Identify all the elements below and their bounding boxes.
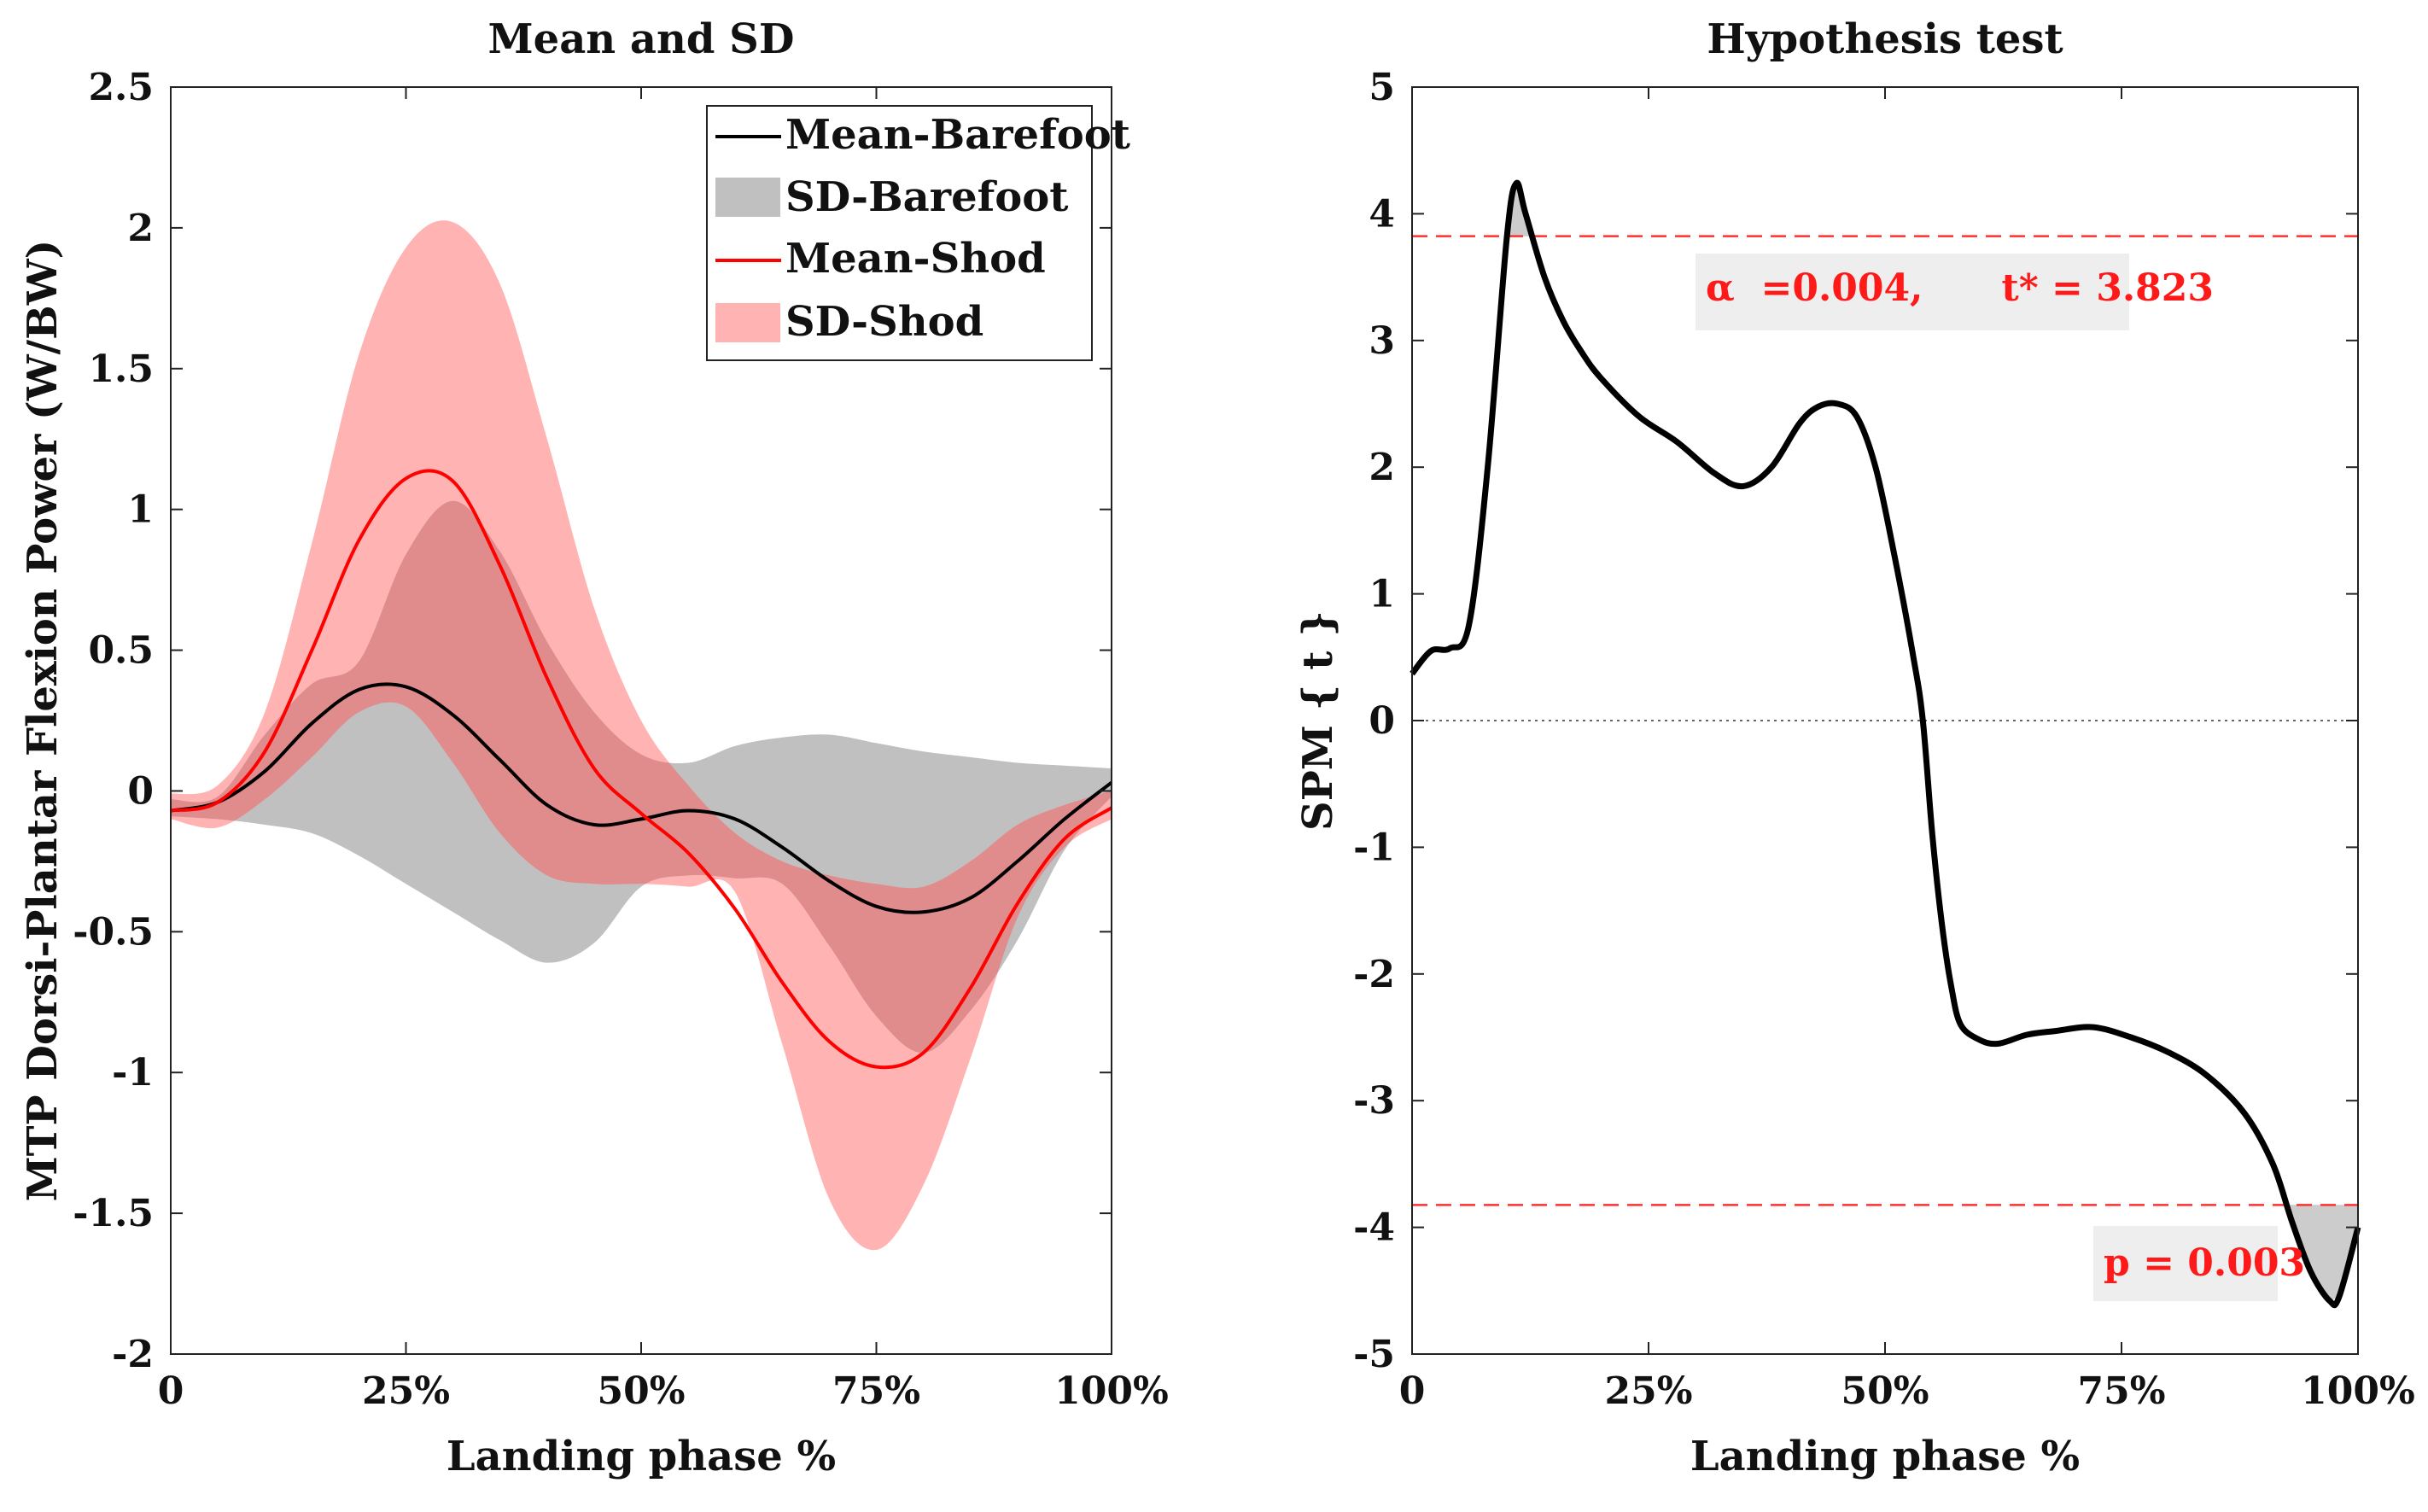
x-tick-label: 0 <box>158 1369 184 1413</box>
y-tick-label: -1.5 <box>73 1192 154 1235</box>
right-y-axis-label: SPM { t } <box>1294 610 1342 831</box>
mean-sd-panel: Mean and SD 2.5 2 1.5 1 0.5 0 -0.5 -1 -1.5 -2 0 25… <box>19 15 1169 1480</box>
left-x-axis: 0 25% 50% 75% 100% <box>158 87 1169 1413</box>
left-title: Mean and SD <box>488 15 795 63</box>
y-tick-label: 1.5 <box>88 347 154 391</box>
y-tick-label: -0.5 <box>73 910 154 954</box>
y-tick-label: 1 <box>1369 573 1395 616</box>
x-tick-label: 100% <box>2301 1369 2415 1413</box>
x-tick-label: 0 <box>1399 1369 1426 1413</box>
y-tick-label: -3 <box>1353 1079 1395 1123</box>
alpha-annotation-text: α =0.004, t* = 3.823 <box>1706 266 2214 310</box>
y-tick-label: 2 <box>1369 446 1395 489</box>
legend: Mean-Barefoot SD-Barefoot Mean-Shod SD-S… <box>706 105 1130 361</box>
y-tick-label: 3 <box>1369 319 1395 363</box>
y-tick-label: 2.5 <box>88 66 154 109</box>
y-tick-label: 5 <box>1369 66 1395 109</box>
y-tick-label: -5 <box>1353 1333 1395 1376</box>
y-tick-label: 2 <box>127 207 154 250</box>
y-tick-label: 1 <box>127 488 154 532</box>
x-tick-label: 100% <box>1054 1369 1169 1413</box>
suprathreshold-cluster-lower <box>2286 1205 2358 1301</box>
y-tick-label: -1 <box>112 1051 154 1095</box>
legend-label-mean-barefoot: Mean-Barefoot <box>785 111 1130 159</box>
p-value-text: p = 0.003 <box>2104 1241 2305 1285</box>
right-title: Hypothesis test <box>1707 15 2063 63</box>
alpha-annotation: α =0.004, t* = 3.823 <box>1696 254 2214 330</box>
y-tick-label: 0.5 <box>88 629 154 673</box>
x-tick-label: 75% <box>832 1369 920 1413</box>
x-tick-label: 50% <box>1841 1369 1929 1413</box>
y-tick-label: 4 <box>1369 192 1395 236</box>
y-tick-label: -4 <box>1353 1206 1395 1250</box>
x-tick-label: 50% <box>597 1369 685 1413</box>
left-x-axis-label: Landing phase % <box>446 1433 836 1480</box>
sd-overlap-band <box>171 500 1112 1054</box>
right-y-axis: 5 4 3 2 1 0 -1 -2 -3 -4 -5 <box>1353 66 2358 1376</box>
mean-shod-line <box>170 469 1113 1070</box>
x-tick-label: 25% <box>1604 1369 1692 1413</box>
legend-label-sd-barefoot: SD-Barefoot <box>785 173 1068 221</box>
x-tick-label: 75% <box>2077 1369 2165 1413</box>
p-value-annotation: p = 0.003 <box>2093 1226 2305 1301</box>
legend-label-sd-shod: SD-Shod <box>785 298 983 346</box>
right-x-axis: 0 25% 50% 75% 100% <box>1399 87 2415 1413</box>
legend-swatch-sd-barefoot <box>715 178 780 217</box>
p-value-box <box>2093 1226 2278 1301</box>
alpha-annotation-box <box>1696 254 2129 330</box>
x-tick-label: 25% <box>362 1369 450 1413</box>
y-tick-label: -2 <box>112 1333 154 1376</box>
y-tick-label: 0 <box>127 769 154 813</box>
y-tick-label: 0 <box>1369 699 1395 743</box>
legend-label-mean-shod: Mean-Shod <box>785 235 1046 283</box>
left-y-axis: 2.5 2 1.5 1 0.5 0 -0.5 -1 -1.5 -2 <box>73 66 1112 1376</box>
spm-t-curve <box>1410 179 2361 1309</box>
left-y-axis-label: MTP Dorsi-Plantar Flexion Power (W/BW) <box>19 240 67 1202</box>
legend-swatch-sd-shod <box>715 303 780 342</box>
y-tick-label: -1 <box>1353 826 1395 869</box>
mean-barefoot-line <box>170 682 1113 914</box>
right-x-axis-label: Landing phase % <box>1690 1433 2080 1480</box>
y-tick-label: -2 <box>1353 953 1395 996</box>
hypothesis-test-panel: Hypothesis test α =0.004, t* = 3.823 p =… <box>1294 15 2415 1480</box>
